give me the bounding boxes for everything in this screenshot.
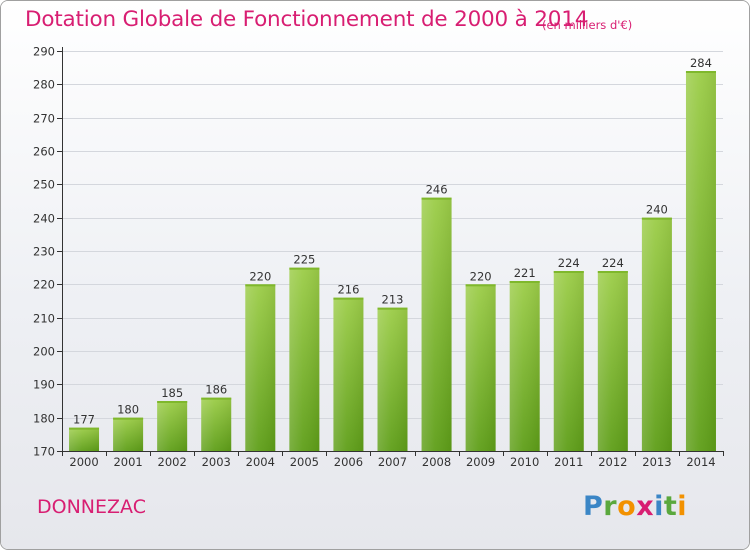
y-tick-label: 230 <box>33 245 55 259</box>
chart-title: Dotation Globale de Fonctionnement de 20… <box>25 7 589 32</box>
value-label: 186 <box>205 383 227 397</box>
bar-cap <box>553 271 584 273</box>
bar-cap <box>465 284 496 287</box>
x-tick-label: 2013 <box>642 455 671 469</box>
bar-cap <box>201 397 232 400</box>
logo-letter: o <box>617 491 637 522</box>
value-label: 221 <box>514 266 536 280</box>
x-tick-label: 2008 <box>422 455 451 469</box>
value-label: 224 <box>558 256 580 270</box>
bar-shade <box>509 281 540 451</box>
value-label: 213 <box>382 293 404 307</box>
value-label: 225 <box>293 253 315 267</box>
bar-shade <box>641 217 672 451</box>
proxiti-logo: Proxiti <box>583 491 687 522</box>
y-tick-label: 260 <box>33 145 55 159</box>
bar-cap <box>641 217 672 220</box>
logo-letter: i <box>654 491 664 522</box>
y-tick-label: 290 <box>33 45 55 59</box>
bar-cap <box>333 297 364 300</box>
logo-letter: i <box>677 491 688 522</box>
x-tick-label: 2001 <box>113 455 142 469</box>
logo-letter: P <box>583 491 604 522</box>
bar-shade <box>289 267 320 451</box>
commune-name: DONNEZAC <box>37 496 146 518</box>
bar-cap <box>685 71 716 73</box>
bar-cap <box>509 281 540 283</box>
y-tick-label: 270 <box>33 112 55 126</box>
y-tick-label: 190 <box>33 378 55 392</box>
bar-shade <box>377 307 408 451</box>
x-tick-label: 2005 <box>290 455 319 469</box>
bar-shade <box>333 297 364 451</box>
x-tick-label: 2009 <box>466 455 495 469</box>
x-tick-label: 2000 <box>69 455 98 469</box>
bar-shade <box>201 397 232 451</box>
x-tick-label: 2012 <box>598 455 627 469</box>
bar-cap <box>157 401 188 403</box>
y-tick-label: 200 <box>33 345 55 359</box>
bar-shade <box>69 427 100 451</box>
bar-shade <box>113 417 144 451</box>
axes <box>57 47 724 456</box>
y-tick-label: 180 <box>33 412 55 426</box>
value-label: 246 <box>426 183 448 197</box>
bar-cap <box>289 267 320 270</box>
y-tick-label: 210 <box>33 312 55 326</box>
value-label: 177 <box>73 413 95 427</box>
x-tick-label: 2004 <box>246 455 275 469</box>
x-tick-label: 2010 <box>510 455 539 469</box>
bar-shade <box>685 71 716 451</box>
x-tick-label: 2014 <box>686 455 715 469</box>
bars <box>69 71 716 451</box>
bar-shade <box>553 271 584 451</box>
labels: 170 180 190 200 210 220 230 240 250 260 270 280 290 1… <box>33 45 716 470</box>
logo-letter: r <box>603 491 618 522</box>
bar-cap <box>69 427 100 430</box>
bar-cap <box>113 417 144 420</box>
x-tick-label: 2006 <box>334 455 363 469</box>
bar-shade <box>421 197 452 451</box>
bar-cap <box>245 284 276 287</box>
bar-shade <box>157 401 188 451</box>
bar-cap <box>421 197 452 200</box>
bar-shade <box>597 271 628 451</box>
value-label: 284 <box>690 56 712 70</box>
bar-cap <box>597 271 628 273</box>
x-tick-label: 2003 <box>202 455 231 469</box>
value-label: 224 <box>602 256 624 270</box>
x-tick-label: 2011 <box>554 455 583 469</box>
bar-shade <box>245 284 276 451</box>
y-tick-label: 250 <box>33 178 55 192</box>
x-tick-label: 2007 <box>378 455 407 469</box>
x-tick-label: 2002 <box>158 455 187 469</box>
y-tick-label: 170 <box>33 445 55 459</box>
y-tick-label: 220 <box>33 278 55 292</box>
logo-letter: x <box>636 491 655 522</box>
bar-cap <box>377 307 408 310</box>
value-label: 180 <box>117 403 139 417</box>
logo-letter: t <box>663 491 678 522</box>
value-label: 220 <box>249 269 271 283</box>
value-label: 240 <box>646 203 668 217</box>
value-label: 220 <box>470 269 492 283</box>
bar-shade <box>465 284 496 451</box>
unit-note: (en milliers d'€) <box>542 18 633 32</box>
value-label: 185 <box>161 386 183 400</box>
value-label: 216 <box>337 283 359 297</box>
y-tick-label: 240 <box>33 212 55 226</box>
y-tick-label: 280 <box>33 78 55 92</box>
